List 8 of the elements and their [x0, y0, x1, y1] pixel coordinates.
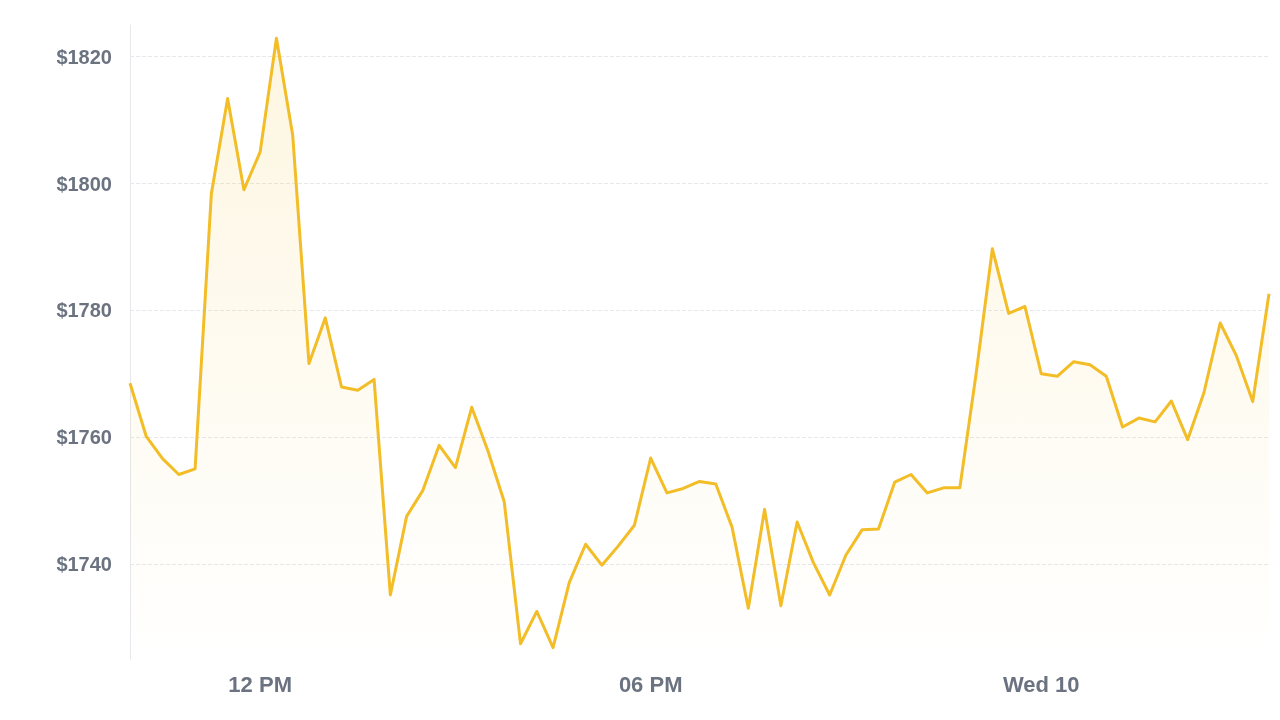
y-tick-label: $1740 — [56, 552, 112, 575]
x-tick-label: 06 PM — [618, 671, 683, 697]
y-tick-label: $1780 — [56, 299, 112, 322]
x-tick-label: 12 PM — [228, 671, 292, 697]
y-tick-label: $1760 — [56, 426, 112, 449]
y-tick-label: $1820 — [56, 45, 112, 68]
x-tick-label: Wed 10 — [1002, 671, 1080, 697]
y-tick-label: $1800 — [56, 172, 112, 195]
